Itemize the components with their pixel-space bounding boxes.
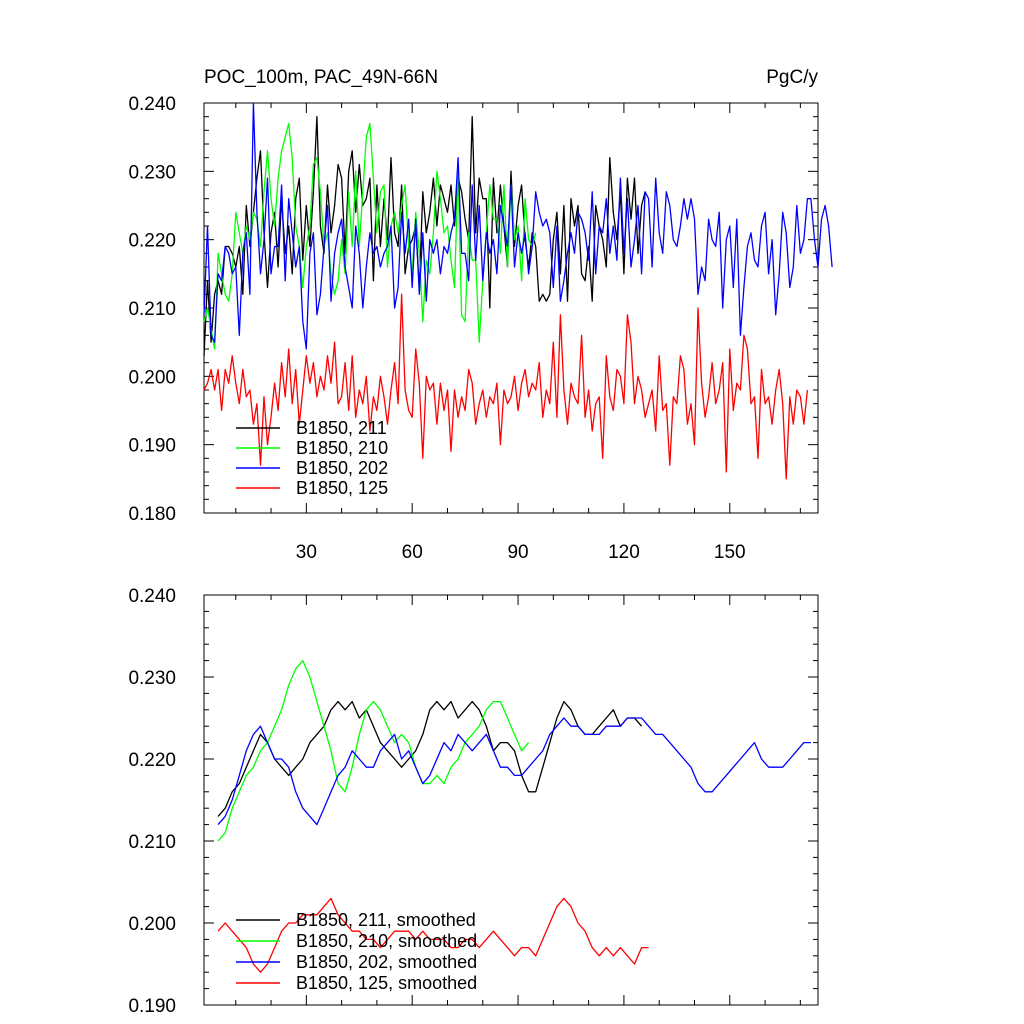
y-tick-label: 0.190: [128, 436, 176, 457]
y-tick-label: 0.210: [128, 832, 176, 853]
x-tick-label: 120: [608, 542, 640, 563]
legend-label: B1850, 202, smoothed: [296, 952, 477, 972]
y-tick-label: 0.230: [128, 668, 176, 689]
y-tick-label: 0.200: [128, 367, 176, 388]
series-line-1: [217, 659, 530, 842]
y-tick-label: 0.240: [128, 586, 176, 607]
series-line-0: [203, 116, 646, 356]
y-tick-label: 0.210: [128, 299, 176, 320]
legend-label: B1850, 210: [296, 438, 388, 458]
legend-label: B1850, 125: [296, 478, 388, 498]
series-line-3: [217, 897, 649, 973]
y-tick-label: 0.220: [128, 231, 176, 252]
y-tick-label: 0.200: [128, 914, 176, 935]
x-tick-label: 150: [714, 542, 746, 563]
series-line-2: [203, 102, 833, 350]
series-line-1: [203, 122, 537, 350]
y-tick-label: 0.220: [128, 750, 176, 771]
legend-label: B1850, 125, smoothed: [296, 973, 477, 993]
series-line-2: [217, 717, 811, 826]
y-tick-label: 0.230: [128, 162, 176, 183]
x-tick-label: 90: [507, 542, 528, 563]
y-tick-label: 0.240: [128, 94, 176, 115]
series-line-3: [203, 293, 809, 480]
top-panel: POC_100m, PAC_49N-66N PgC/y 0.180 0.190 0.…: [128, 67, 833, 563]
legend-label: B1850, 210, smoothed: [296, 931, 477, 951]
legend-label: B1850, 211, smoothed: [296, 910, 476, 930]
legend-label: B1850, 202: [296, 458, 388, 478]
legend-label: B1850, 211: [296, 418, 387, 438]
top-chart-units: PgC/y: [766, 67, 818, 88]
x-tick-label: 60: [402, 542, 423, 563]
bottom-plot-frame: [203, 594, 819, 1006]
y-tick-label: 0.180: [128, 504, 176, 525]
bottom-panel: 0.190 0.200 0.210 0.220 0.230 0.240 B1850, 21…: [128, 586, 819, 1017]
top-chart-title: POC_100m, PAC_49N-66N: [204, 67, 438, 88]
series-line-0: [217, 700, 643, 817]
y-tick-label: 0.190: [128, 996, 176, 1017]
x-tick-label: 30: [296, 542, 317, 563]
